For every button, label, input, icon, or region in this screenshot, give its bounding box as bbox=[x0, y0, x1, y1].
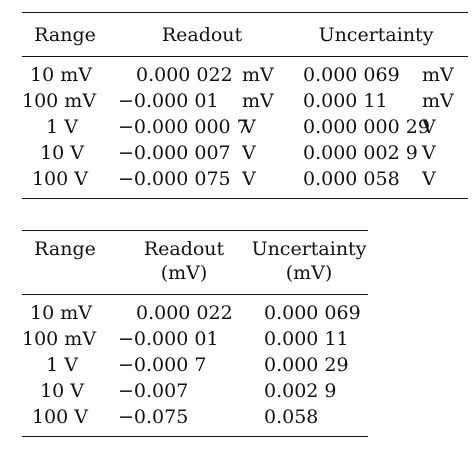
header-rule bbox=[22, 56, 468, 57]
cell-range: 100 mV bbox=[22, 90, 97, 112]
cell-readout: −0.007 bbox=[118, 380, 189, 402]
cell-readout: −0.000 7 bbox=[118, 354, 207, 376]
header-uncertainty: Uncertainty bbox=[251, 238, 367, 260]
cell-readout: 0.000 022 bbox=[136, 64, 233, 86]
cell-range: 10 mV bbox=[30, 302, 92, 324]
cell-readout-unit: mV bbox=[242, 90, 274, 112]
cell-range: 1 V bbox=[46, 354, 78, 376]
bottom-rule bbox=[22, 198, 468, 199]
cell-readout: 0.000 022 bbox=[136, 302, 233, 324]
cell-range: 1 V bbox=[46, 116, 78, 138]
bottom-rule bbox=[22, 436, 368, 437]
table-units-per-row: Range Readout Uncertainty 10 mV 0.000 02… bbox=[22, 12, 468, 200]
cell-uncertainty: 0.000 058 bbox=[303, 168, 400, 190]
header-rule bbox=[22, 294, 368, 295]
cell-uncertainty: 0.002 9 bbox=[264, 380, 337, 402]
cell-uncertainty: 0.000 069 bbox=[264, 302, 361, 324]
cell-readout: −0.000 01 bbox=[118, 328, 219, 350]
cell-range: 100 V bbox=[31, 168, 88, 190]
cell-range: 10 mV bbox=[30, 64, 92, 86]
top-rule bbox=[22, 230, 368, 231]
cell-uncertainty: 0.000 11 bbox=[303, 90, 388, 112]
cell-uncertainty-unit: V bbox=[422, 168, 436, 190]
header-range: Range bbox=[34, 24, 96, 46]
cell-readout: −0.000 075 bbox=[118, 168, 231, 190]
cell-readout-unit: V bbox=[242, 142, 256, 164]
header-uncertainty-unit: (mV) bbox=[285, 262, 333, 284]
cell-readout: −0.000 000 7 bbox=[118, 116, 249, 138]
cell-uncertainty-unit: V bbox=[422, 142, 436, 164]
cell-readout-unit: V bbox=[242, 168, 256, 190]
cell-readout-unit: V bbox=[242, 116, 256, 138]
cell-readout: −0.000 007 bbox=[118, 142, 231, 164]
cell-range: 100 V bbox=[31, 406, 88, 428]
cell-range: 100 mV bbox=[22, 328, 97, 350]
cell-uncertainty-unit: V bbox=[422, 116, 436, 138]
cell-uncertainty: 0.000 11 bbox=[264, 328, 349, 350]
cell-uncertainty: 0.058 bbox=[264, 406, 319, 428]
cell-readout: −0.075 bbox=[118, 406, 189, 428]
cell-uncertainty-unit: mV bbox=[422, 90, 454, 112]
cell-readout: −0.000 01 bbox=[118, 90, 219, 112]
header-readout-unit: (mV) bbox=[160, 262, 208, 284]
cell-uncertainty: 0.000 29 bbox=[264, 354, 349, 376]
header-readout: Readout bbox=[161, 24, 243, 46]
top-rule bbox=[22, 12, 468, 13]
header-uncertainty: Uncertainty bbox=[318, 24, 434, 46]
cell-range: 10 V bbox=[40, 380, 84, 402]
cell-uncertainty: 0.000 002 9 bbox=[303, 142, 418, 164]
cell-readout-unit: mV bbox=[242, 64, 274, 86]
cell-uncertainty-unit: mV bbox=[422, 64, 454, 86]
header-readout: Readout bbox=[143, 238, 225, 260]
cell-uncertainty: 0.000 069 bbox=[303, 64, 400, 86]
header-range: Range bbox=[34, 238, 96, 260]
cell-uncertainty: 0.000 000 29 bbox=[303, 116, 430, 138]
table-units-in-header: Range Readout (mV) Uncertainty (mV) 10 m… bbox=[22, 230, 368, 440]
cell-range: 10 V bbox=[40, 142, 84, 164]
